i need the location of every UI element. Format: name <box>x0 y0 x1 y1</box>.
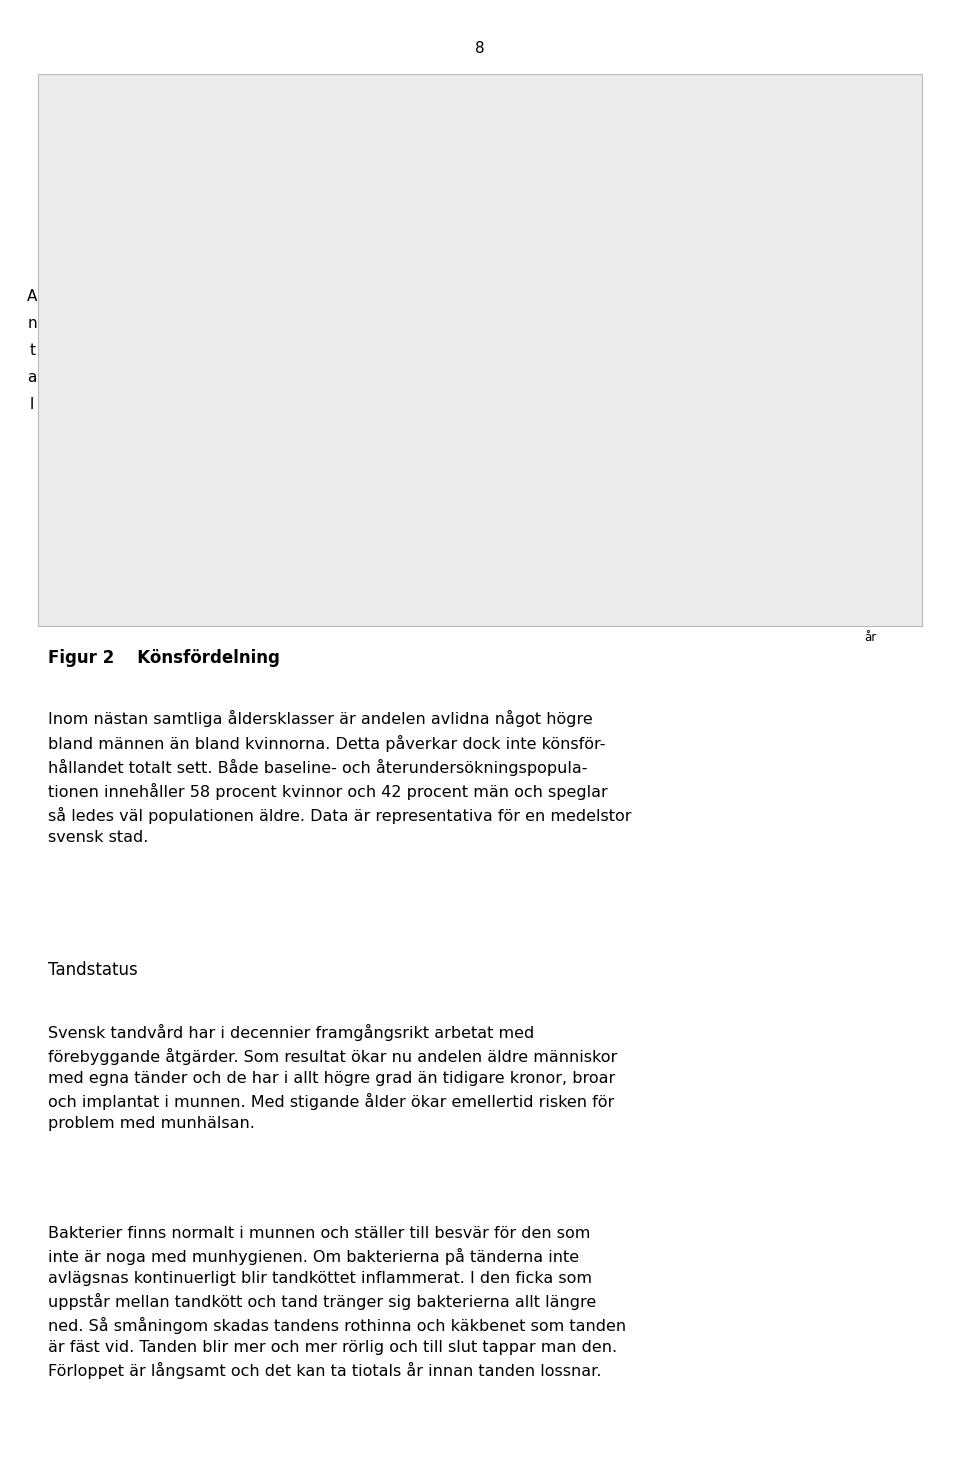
Bar <box>522 398 537 612</box>
Text: Svensk tandvård har i decennier framgångsrikt arbetat med
förebyggande åtgärder.: Svensk tandvård har i decennier framgång… <box>48 1024 617 1132</box>
Bar <box>89 254 104 612</box>
Bar <box>675 332 689 612</box>
Bar <box>354 398 369 612</box>
Bar <box>187 242 202 612</box>
Text: Figur 2    Könsfördelning: Figur 2 Könsfördelning <box>48 649 280 666</box>
Text: Bakterier finns normalt i munnen och ställer till besvär för den som
inte är nog: Bakterier finns normalt i munnen och stä… <box>48 1226 626 1380</box>
Bar <box>132 293 147 612</box>
Bar <box>550 473 564 612</box>
Bar <box>202 264 216 612</box>
Bar <box>271 310 285 612</box>
Bar <box>689 526 704 612</box>
Bar <box>216 327 230 612</box>
Bar <box>885 604 900 612</box>
Bar <box>173 189 187 612</box>
Bar <box>871 600 885 612</box>
Bar <box>452 351 467 612</box>
Text: Tandstatus: Tandstatus <box>48 961 137 979</box>
Bar <box>424 302 439 612</box>
Y-axis label: A
n
t
a
l: A n t a l <box>27 289 37 411</box>
Bar <box>842 560 856 612</box>
Bar <box>341 279 354 612</box>
Bar <box>704 529 718 612</box>
Bar <box>118 261 132 612</box>
Bar <box>383 451 397 612</box>
Bar <box>439 398 452 612</box>
Bar <box>285 346 300 612</box>
Bar <box>606 503 620 612</box>
Bar <box>787 575 802 612</box>
Bar <box>104 298 118 612</box>
Bar <box>508 178 522 612</box>
Bar <box>856 597 871 612</box>
Bar <box>773 597 787 612</box>
Bar <box>467 470 481 612</box>
Bar <box>620 432 635 612</box>
Bar <box>718 593 732 612</box>
Bar <box>369 324 383 612</box>
Bar <box>635 582 648 612</box>
Bar <box>802 600 816 612</box>
Bar <box>758 500 773 612</box>
Bar <box>537 298 550 612</box>
Bar <box>591 234 606 612</box>
Legend: Kvinnor B, Kvinnor Å-u, Män B, Män Å-u: Kvinnor B, Kvinnor Å-u, Män B, Män Å-u <box>804 280 910 367</box>
Text: Inom nästan samtliga åldersklasser är andelen avlidna något högre
bland männen ä: Inom nästan samtliga åldersklasser är an… <box>48 710 632 845</box>
Bar <box>257 223 271 612</box>
Text: 8: 8 <box>475 41 485 56</box>
Bar <box>300 417 314 612</box>
